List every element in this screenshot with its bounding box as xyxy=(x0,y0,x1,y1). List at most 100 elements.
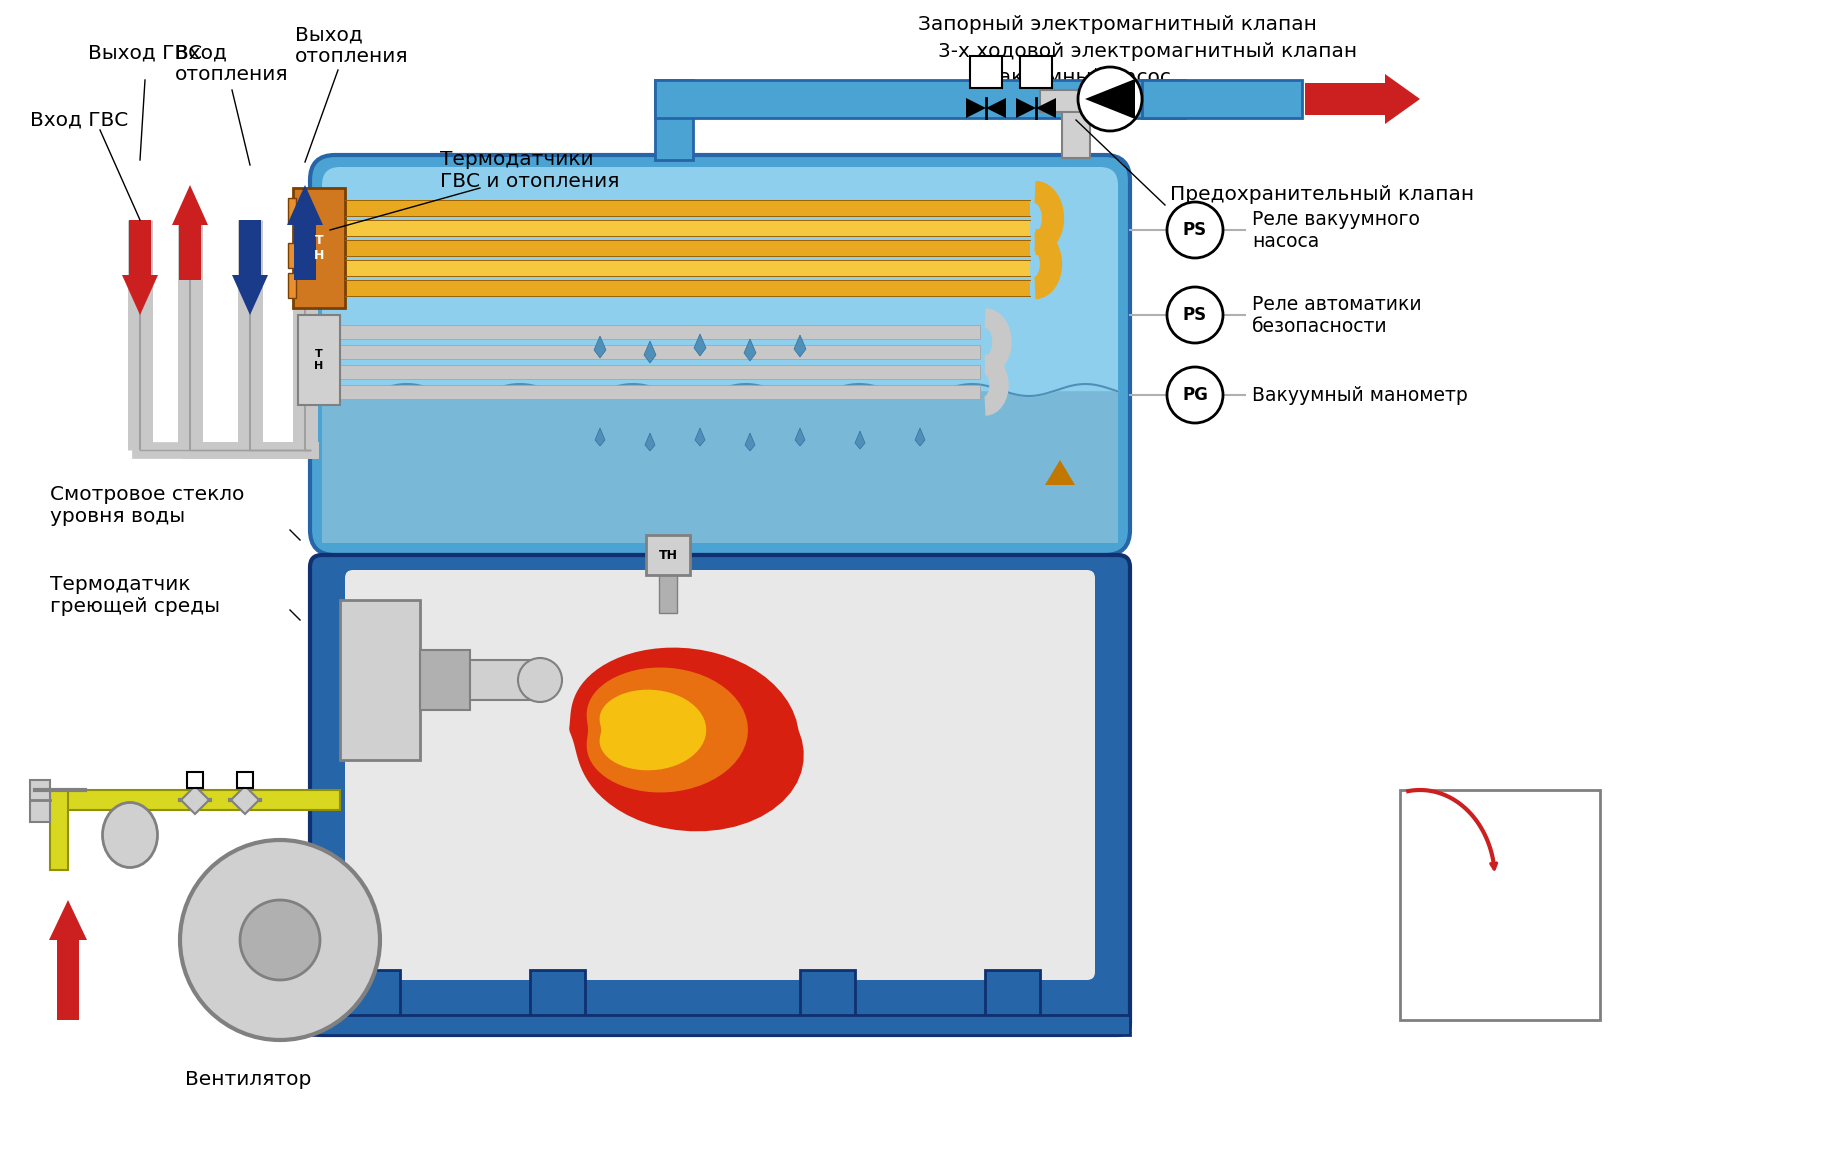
FancyArrow shape xyxy=(173,185,207,280)
Bar xyxy=(288,273,296,298)
Text: Выход
отопления: Выход отопления xyxy=(296,25,409,66)
Polygon shape xyxy=(745,433,755,452)
Text: Вакуумный насос: Вакуумный насос xyxy=(984,68,1171,87)
Text: Т
Н: Т Н xyxy=(314,234,325,262)
Bar xyxy=(288,198,296,223)
Text: ТН: ТН xyxy=(659,548,677,561)
Bar xyxy=(1142,80,1302,118)
Polygon shape xyxy=(1015,98,1036,118)
Polygon shape xyxy=(644,433,655,452)
Text: Выход ГВС: Выход ГВС xyxy=(88,44,202,62)
Bar xyxy=(187,771,204,788)
Bar xyxy=(345,280,1030,296)
Bar xyxy=(340,325,980,339)
Polygon shape xyxy=(744,339,756,361)
Bar xyxy=(50,790,68,870)
Ellipse shape xyxy=(241,900,319,980)
Ellipse shape xyxy=(103,802,158,868)
Text: PG: PG xyxy=(1182,386,1208,405)
Bar xyxy=(655,80,692,160)
Bar xyxy=(969,56,1002,88)
Text: Смотровое стекло
уровня воды: Смотровое стекло уровня воды xyxy=(50,485,244,526)
Bar xyxy=(1061,100,1091,158)
Polygon shape xyxy=(914,428,925,446)
Text: Вход ГВС: Вход ГВС xyxy=(29,111,129,129)
Text: 3-х ходовой электромагнитный клапан: 3-х ходовой электромагнитный клапан xyxy=(938,42,1357,61)
FancyBboxPatch shape xyxy=(321,167,1118,543)
Bar xyxy=(345,220,1030,236)
FancyArrow shape xyxy=(286,185,323,280)
Polygon shape xyxy=(588,668,747,793)
Bar xyxy=(345,240,1030,256)
Bar xyxy=(294,188,345,308)
Text: Вентилятор: Вентилятор xyxy=(185,1070,312,1089)
Bar xyxy=(1021,56,1052,88)
Bar xyxy=(531,970,586,1035)
Ellipse shape xyxy=(180,840,380,1040)
FancyBboxPatch shape xyxy=(310,555,1129,1035)
Bar xyxy=(984,970,1039,1035)
Text: Предохранительный клапан: Предохранительный клапан xyxy=(1170,185,1474,203)
Bar xyxy=(1039,91,1113,112)
Bar xyxy=(420,650,470,710)
Text: Т
Н: Т Н xyxy=(314,349,323,370)
FancyArrow shape xyxy=(1305,74,1419,123)
Polygon shape xyxy=(644,341,655,363)
Text: PS: PS xyxy=(1182,306,1206,325)
Text: Термодатчик
греющей среды: Термодатчик греющей среды xyxy=(50,575,220,616)
Circle shape xyxy=(1168,202,1223,258)
Polygon shape xyxy=(694,334,707,356)
Polygon shape xyxy=(793,335,806,358)
Bar xyxy=(340,600,420,760)
Bar xyxy=(297,315,340,405)
Polygon shape xyxy=(1045,460,1076,485)
Circle shape xyxy=(1168,287,1223,343)
Text: Термодатчики
ГВС и отопления: Термодатчики ГВС и отопления xyxy=(441,151,619,191)
FancyBboxPatch shape xyxy=(345,570,1094,980)
Polygon shape xyxy=(1085,79,1135,119)
Bar xyxy=(340,345,980,359)
Bar xyxy=(1401,790,1599,1020)
Polygon shape xyxy=(986,98,1006,118)
Bar xyxy=(659,553,677,613)
Bar xyxy=(646,535,690,575)
Text: PS: PS xyxy=(1182,221,1206,239)
Bar xyxy=(340,365,980,379)
Polygon shape xyxy=(600,689,707,770)
Text: Вакуумный манометр: Вакуумный манометр xyxy=(1252,386,1467,405)
Bar xyxy=(310,1015,1129,1035)
Bar xyxy=(29,780,50,822)
Polygon shape xyxy=(966,98,986,118)
Bar xyxy=(345,970,400,1035)
Bar xyxy=(237,771,253,788)
Polygon shape xyxy=(569,648,804,831)
Bar xyxy=(288,243,296,268)
Polygon shape xyxy=(595,428,606,446)
FancyBboxPatch shape xyxy=(310,155,1129,555)
Circle shape xyxy=(518,659,562,702)
FancyArrow shape xyxy=(50,900,86,1020)
Bar xyxy=(345,260,1030,276)
Circle shape xyxy=(1168,367,1223,423)
Bar xyxy=(655,80,1184,118)
Text: Реле вакуумного
насоса: Реле вакуумного насоса xyxy=(1252,209,1419,250)
Polygon shape xyxy=(231,786,259,814)
Text: Реле автоматики
безопасности: Реле автоматики безопасности xyxy=(1252,294,1421,335)
Bar xyxy=(340,385,980,399)
Polygon shape xyxy=(795,428,804,446)
Bar xyxy=(800,970,856,1035)
FancyArrow shape xyxy=(121,220,158,315)
Text: Запорный электромагнитный клапан: Запорный электромагнитный клапан xyxy=(918,15,1316,34)
Bar xyxy=(470,660,531,700)
Polygon shape xyxy=(182,786,209,814)
Bar xyxy=(50,790,340,810)
Text: Вход
отопления: Вход отопления xyxy=(174,44,288,83)
Polygon shape xyxy=(1036,98,1056,118)
Bar xyxy=(321,390,1118,543)
Circle shape xyxy=(1078,67,1142,131)
Bar xyxy=(345,200,1030,216)
FancyArrow shape xyxy=(231,220,268,315)
Polygon shape xyxy=(856,430,865,449)
Polygon shape xyxy=(595,336,606,358)
Polygon shape xyxy=(696,428,705,446)
